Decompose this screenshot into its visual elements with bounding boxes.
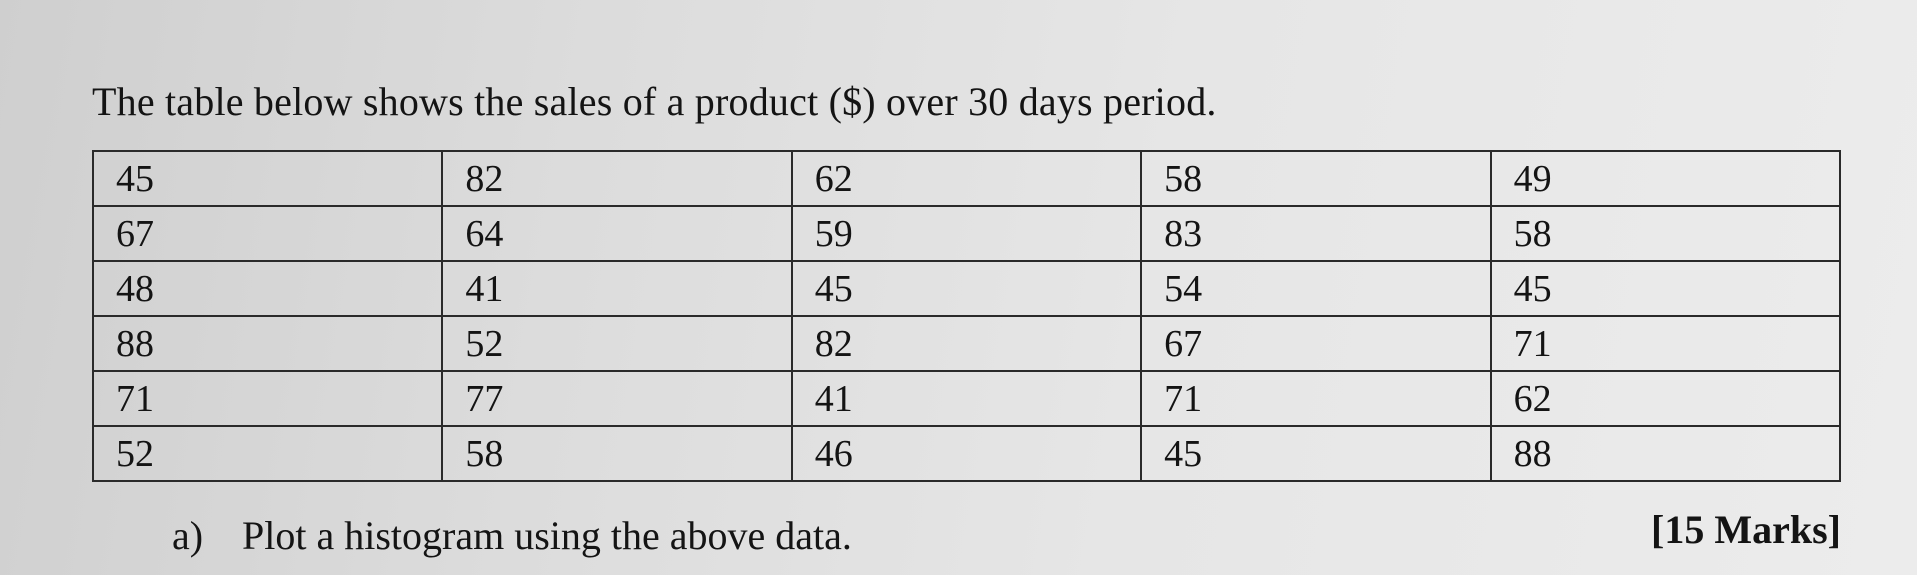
table-cell: 58: [1140, 150, 1492, 207]
table-cell: 58: [1489, 205, 1842, 262]
table-cell: 62: [790, 150, 1143, 207]
table-row: 71 77 41 71 62: [91, 370, 1842, 427]
table-row: 45 82 62 58 49: [91, 150, 1842, 207]
table-cell: 54: [1140, 260, 1492, 317]
table-cell: 59: [790, 205, 1143, 262]
question-label: a): [172, 513, 204, 558]
table-cell: 46: [790, 425, 1143, 482]
table-cell: 82: [790, 315, 1143, 372]
table-cell: 82: [441, 150, 793, 207]
table-cell: 62: [1489, 370, 1842, 427]
table-row: 67 64 59 83 58: [91, 205, 1842, 262]
intro-text: The table below shows the sales of a pro…: [92, 79, 1217, 124]
table-cell: 41: [441, 260, 793, 317]
table-row: 88 52 82 67 71: [91, 315, 1842, 372]
table-cell: 45: [790, 260, 1143, 317]
table-cell: 52: [91, 425, 444, 482]
table-cell: 45: [1140, 425, 1492, 482]
table-cell: 67: [1140, 315, 1492, 372]
table-cell: 71: [91, 370, 444, 427]
table-cell: 71: [1140, 370, 1492, 427]
sales-table-body: 45 82 62 58 49 67 64 59 83 58 48 41 45 54 45 88 52 82 67 71…: [91, 150, 1842, 482]
table-row: 48 41 45 54 45: [91, 260, 1842, 317]
sales-table: 45 82 62 58 49 67 64 59 83 58 48 41 45 54 45 88 52 82 67 71…: [91, 150, 1842, 482]
table-cell: 64: [441, 205, 793, 262]
table-cell: 45: [91, 150, 444, 207]
question-text: Plot a histogram using the above data.: [242, 513, 852, 558]
table-cell: 83: [1140, 205, 1492, 262]
table-cell: 52: [441, 315, 793, 372]
table-cell: 77: [441, 370, 793, 427]
table-cell: 48: [91, 260, 444, 317]
table-cell: 49: [1489, 150, 1842, 207]
table-cell: 67: [91, 205, 444, 262]
table-cell: 45: [1489, 260, 1842, 317]
table-cell: 88: [1489, 425, 1842, 482]
table-row: 52 58 46 45 88: [91, 425, 1842, 482]
question-a: a) Plot a histogram using the above data.: [172, 512, 852, 559]
table-cell: 58: [441, 425, 793, 482]
table-cell: 71: [1489, 315, 1842, 372]
table-cell: 88: [91, 315, 444, 372]
marks-label: [15 Marks]: [1651, 507, 1841, 552]
table-cell: 41: [790, 370, 1143, 427]
